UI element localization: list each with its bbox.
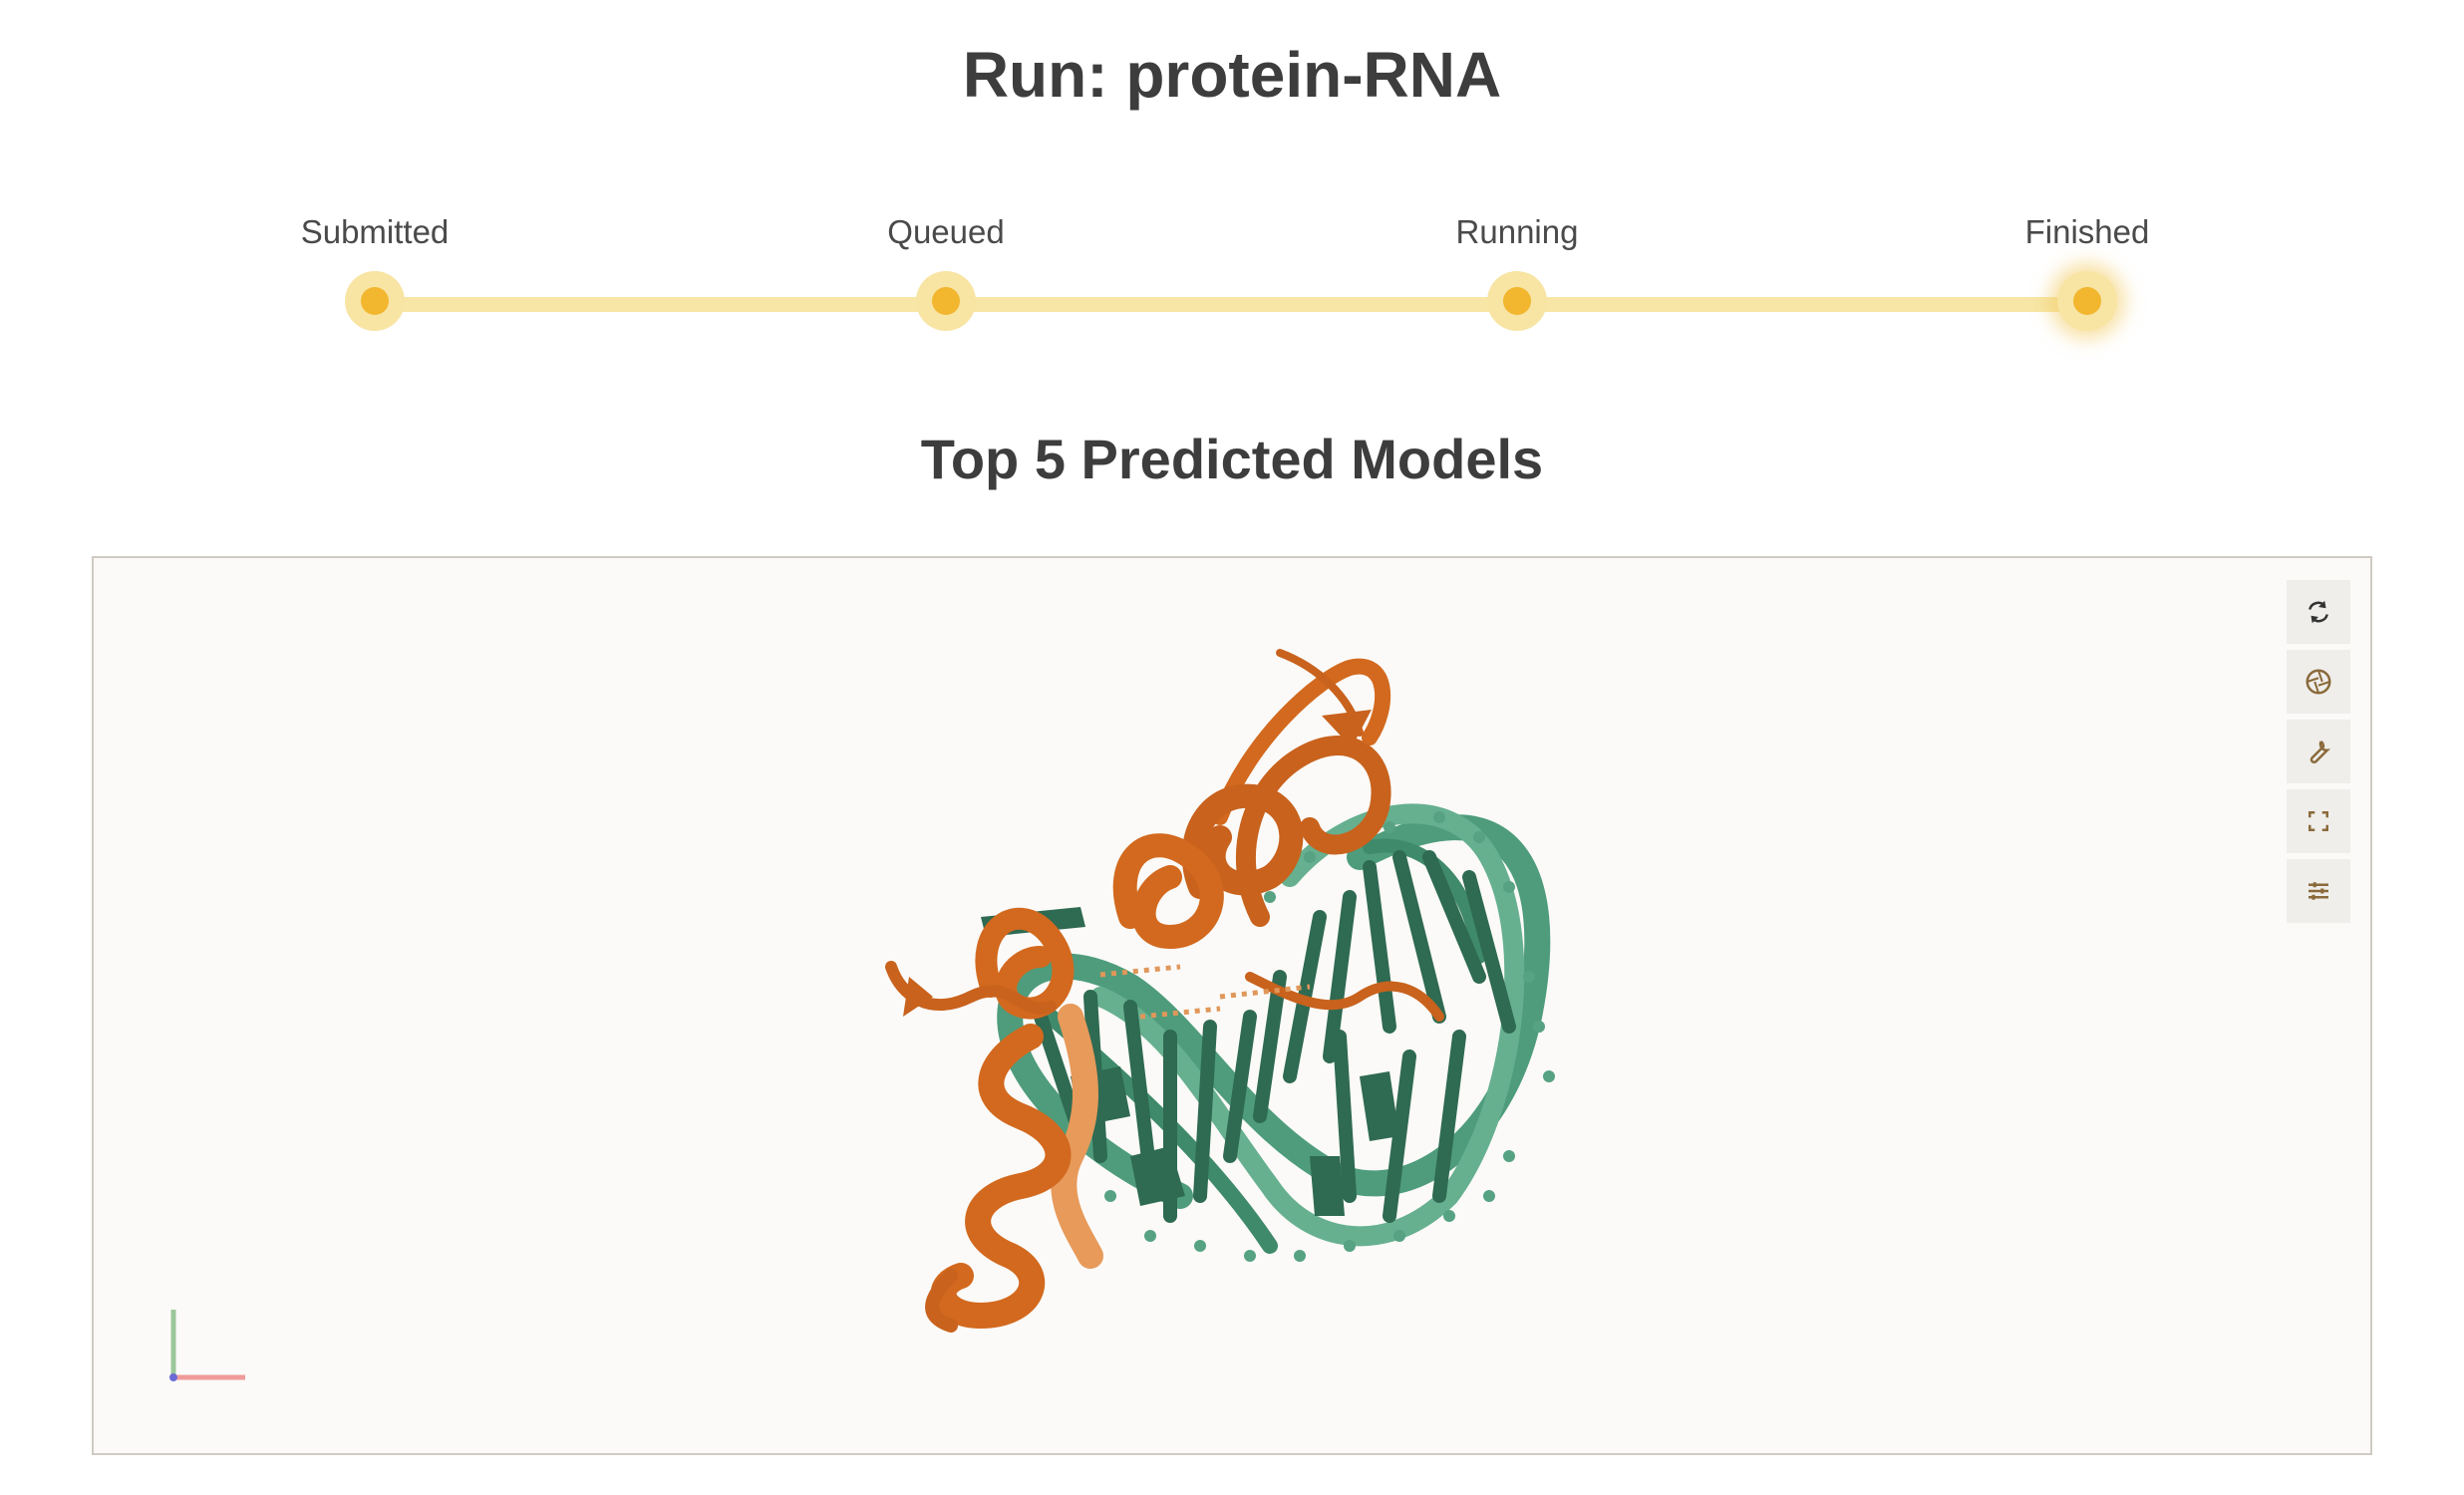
viewer-toolbar	[2287, 580, 2350, 923]
sliders-icon	[2309, 882, 2328, 900]
axes-indicator	[169, 1310, 245, 1381]
protein-arrow-head	[1322, 710, 1372, 748]
stepper-track	[375, 297, 2087, 312]
step-label-queued: Queued	[887, 213, 1005, 250]
refresh-icon	[2309, 600, 2328, 624]
step-running: Running	[1368, 209, 1667, 331]
page-title: Run: protein-RNA	[962, 39, 1502, 111]
protein-arrow-head-left	[903, 977, 933, 1017]
controls-button[interactable]	[2287, 859, 2350, 923]
camera-aperture-icon	[2306, 669, 2331, 695]
step-finished: Finished	[1938, 209, 2237, 331]
step-dot-queued	[916, 271, 976, 331]
protein-dashed-contacts	[1099, 964, 1311, 1020]
wrench-icon	[2310, 741, 2331, 764]
screenshot-button[interactable]	[2287, 650, 2350, 714]
run-status-stepper: Submitted Queued Running Finished	[0, 209, 2464, 359]
protein-chain	[885, 649, 1444, 1333]
step-dot-finished	[2057, 271, 2117, 331]
settings-button[interactable]	[2287, 720, 2350, 783]
step-submitted: Submitted	[225, 209, 524, 331]
models-section-title: Top 5 Predicted Models	[920, 428, 1544, 490]
step-label-finished: Finished	[2024, 213, 2150, 250]
step-dot-running	[1487, 271, 1547, 331]
fullscreen-icon	[2309, 811, 2328, 831]
fullscreen-button[interactable]	[2287, 789, 2350, 853]
step-label-running: Running	[1455, 213, 1579, 250]
rna-side-chains	[1065, 811, 1555, 1262]
molecule-viewer[interactable]	[92, 556, 2372, 1455]
reset-view-button[interactable]	[2287, 580, 2350, 644]
step-dot-submitted	[345, 271, 405, 331]
step-queued: Queued	[796, 209, 1095, 331]
protein-rna-structure-render[interactable]	[94, 558, 2370, 1453]
step-label-submitted: Submitted	[300, 213, 450, 250]
